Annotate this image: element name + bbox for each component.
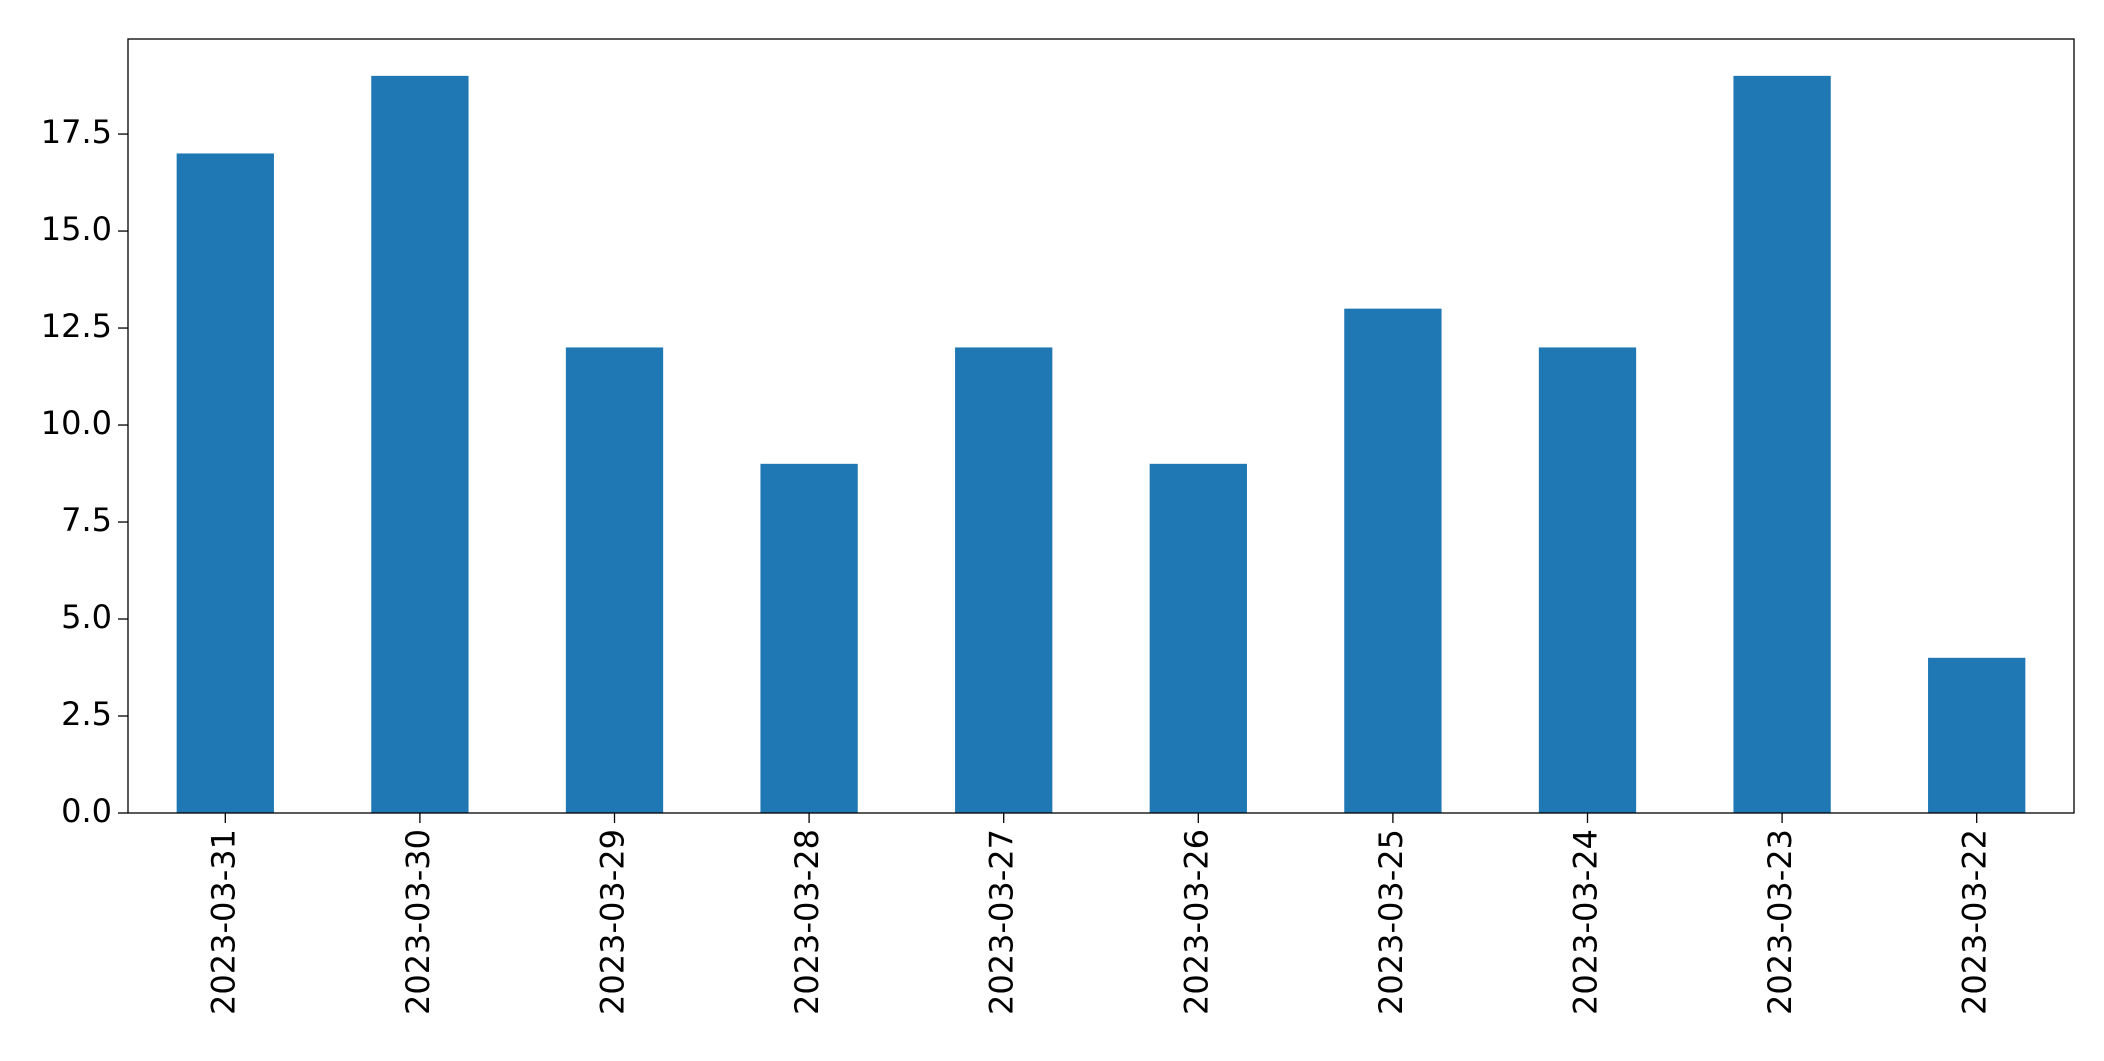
y-tick-label: 17.5 <box>41 113 112 151</box>
x-tick-label: 2023-03-22 <box>1956 829 1994 1015</box>
x-tick-label: 2023-03-25 <box>1372 829 1410 1015</box>
x-tick-label: 2023-03-27 <box>983 829 1021 1015</box>
bar <box>565 347 664 813</box>
bar <box>760 463 858 813</box>
bar <box>1149 463 1247 813</box>
x-tick-label: 2023-03-28 <box>788 829 826 1015</box>
y-tick-label: 12.5 <box>41 307 112 345</box>
x-tick-label: 2023-03-30 <box>399 829 437 1015</box>
bar <box>371 75 469 814</box>
y-tick-label: 0.0 <box>61 792 112 830</box>
y-tick-label: 10.0 <box>41 404 112 442</box>
bar <box>1538 347 1637 813</box>
y-tick-label: 5.0 <box>61 598 112 636</box>
bar <box>955 347 1053 813</box>
bar <box>176 153 274 814</box>
x-tick-label: 2023-03-26 <box>1177 829 1215 1015</box>
plot-frame <box>127 38 2075 814</box>
x-tick-label: 2023-03-24 <box>1567 829 1605 1015</box>
bar <box>1928 657 2026 813</box>
y-tick-label: 15.0 <box>41 210 112 248</box>
y-tick-label: 7.5 <box>61 501 112 539</box>
bar <box>1344 308 1442 813</box>
x-tick-label: 2023-03-23 <box>1761 829 1799 1015</box>
bar <box>1733 75 1831 814</box>
y-tick-label: 2.5 <box>61 695 112 733</box>
x-tick-label: 2023-03-31 <box>204 829 242 1015</box>
x-tick-label: 2023-03-29 <box>594 829 632 1015</box>
